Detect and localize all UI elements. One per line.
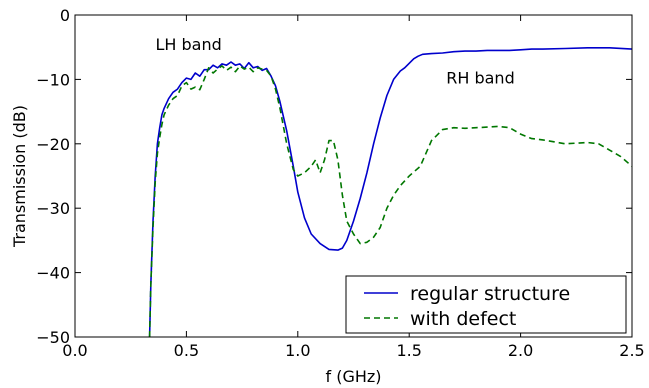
y-tick-label: −40: [36, 264, 70, 283]
x-tick-label: 1.5: [396, 341, 421, 360]
annotation-rh-band: RH band: [446, 68, 515, 87]
axes: 0.0 0.5 1.0 1.5 2.0 2.5 0 −10 −20 −30 −40 −50 f (GHz…: [10, 6, 645, 386]
annotation-lh-band: LH band: [155, 35, 221, 54]
legend-box: [345, 275, 627, 334]
series-line-with-defect: [148, 65, 632, 337]
x-tick-label: 0.0: [62, 341, 87, 360]
y-axis-label: Transmission (dB): [10, 105, 29, 248]
series-line-regular-structure: [148, 47, 632, 337]
y-tick-label: −30: [36, 199, 70, 218]
x-tick-label: 0.5: [174, 341, 199, 360]
legend-label-with-defect: with defect: [410, 308, 516, 330]
x-axis-label: f (GHz): [325, 367, 381, 386]
y-tick-label: −10: [36, 70, 70, 89]
plot-frame: [74, 14, 633, 338]
y-tick-label: 0: [60, 6, 70, 25]
legend: regular structure with defect: [345, 275, 627, 334]
legend-label-regular-structure: regular structure: [410, 283, 570, 305]
x-tick-label: 2.5: [619, 341, 644, 360]
y-tick-label: −20: [36, 135, 70, 154]
y-tick-label: −50: [36, 328, 70, 347]
x-tick-label: 2.0: [508, 341, 533, 360]
x-tick-label: 1.0: [285, 341, 310, 360]
plot-area: LH band RH band: [148, 35, 632, 337]
